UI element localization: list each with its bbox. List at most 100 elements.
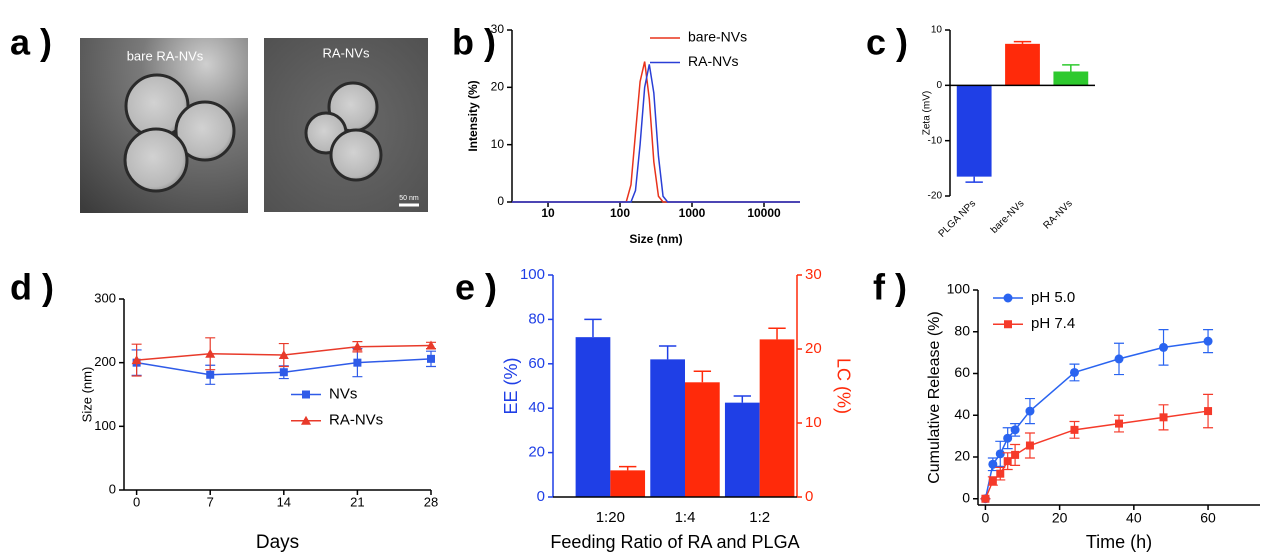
y2-tick-label: 20 [805,340,822,357]
y-tick-label: 20 [528,444,545,461]
scale-bar-label: 50 nm [399,195,419,202]
legend-label: pH 7.4 [1031,315,1075,332]
marker [1115,420,1123,428]
y-tick-label: -10 [928,135,943,146]
marker [353,359,361,367]
bar [1005,44,1040,85]
bar [760,339,795,497]
x-tick-label: 0 [982,510,990,526]
legend-label: bare-NVs [688,29,747,45]
error-bar [584,319,601,337]
panel-label: f ) [873,267,907,308]
marker [206,371,214,379]
x-axis-title: Time (h) [1086,532,1152,552]
y-tick-label: 20 [954,448,970,464]
y-axis-title: Cumulative Release (%) [926,311,943,484]
marker [996,470,1004,478]
legend-marker [302,391,310,399]
y-tick-label: 0 [936,80,942,91]
bar [650,359,685,497]
x-tick-label: 7 [207,494,214,509]
y-tick-label: 10 [491,137,505,151]
y-tick-label: 0 [109,481,116,496]
panel-label: a ) [10,22,52,63]
bar [685,382,720,497]
marker [989,477,997,485]
x-tick-label: 40 [1126,510,1142,526]
marker [1025,407,1034,416]
error-bar [619,467,636,471]
y-axis-title: Size (nm) [79,367,94,423]
marker [981,495,989,503]
y-tick-label: 40 [954,406,970,422]
y2-tick-label: 10 [805,414,822,431]
marker [1160,413,1168,421]
legend-label: pH 5.0 [1031,289,1075,306]
legend-marker [1004,294,1013,303]
x-tick-label: 1000 [679,206,706,220]
panel-label: d ) [10,267,54,308]
marker [1070,368,1079,377]
marker [427,355,435,363]
y-tick-label: 30 [491,22,505,36]
line [985,341,1208,499]
y2-tick-label: 0 [805,488,813,505]
y-axis-title: EE (%) [501,357,521,414]
panel-label: e ) [455,267,497,308]
image-caption: bare RA-NVs [127,48,204,63]
x-tick-label: 1:4 [675,509,696,526]
y-tick-label: 100 [520,266,545,283]
x-axis-title: Feeding Ratio of RA and PLGA [550,532,799,552]
bar [576,337,611,497]
marker [1204,407,1212,415]
error-bar [768,328,785,339]
marker [1003,434,1012,443]
x-tick-label: 28 [424,494,438,509]
tem-image: bare RA-NVs [80,38,248,213]
y-tick-label: 300 [94,290,116,305]
legend-label: RA-NVs [329,412,383,429]
figure: a ) b ) c ) d ) e ) f ) bare RA-NVs RA-N… [0,0,1273,554]
y-tick-label: 10 [931,25,943,36]
y-tick-label: -20 [928,191,943,202]
y-tick-label: 0 [962,489,970,505]
marker [996,449,1005,458]
y-axis-title: Zeta (mV) [922,91,933,135]
y-tick-label: 20 [491,80,505,94]
x-tick-label: 10 [541,206,555,220]
x-tick-label: 10000 [747,206,781,220]
error-bar [734,396,751,403]
y-tick-label: 60 [528,355,545,372]
x-tick-label: 20 [1052,510,1068,526]
y-tick-label: 80 [528,310,545,327]
y-axis-title: Intensity (%) [466,80,480,151]
x-tick-label: 1:20 [596,509,625,526]
x-tick-label: bare-NVs [989,198,1027,236]
marker [1011,425,1020,434]
y-tick-label: 40 [528,399,545,416]
x-tick-label: 21 [350,494,364,509]
legend-marker [1004,320,1012,328]
error-bar [1062,65,1079,72]
panel-label: c ) [866,22,908,63]
x-tick-label: 100 [610,206,630,220]
bar [1053,72,1088,86]
legend-label: RA-NVs [688,53,739,69]
marker [1070,426,1078,434]
x-axis-title: Days [256,532,299,553]
marker [1204,337,1213,346]
marker [1011,451,1019,459]
tem-image: RA-NVs 50 nm [264,38,428,212]
error-bar [1014,42,1031,44]
marker [1026,442,1034,450]
bar [725,403,760,497]
y2-tick-label: 30 [805,266,822,283]
y-tick-label: 100 [947,281,971,297]
marker [280,368,288,376]
error-bar [659,346,676,359]
y2-axis-title: LC (%) [833,358,853,414]
marker [1115,354,1124,363]
x-axis-title: Size (nm) [629,232,682,246]
error-bar [694,371,711,382]
x-tick-label: 0 [133,494,140,509]
